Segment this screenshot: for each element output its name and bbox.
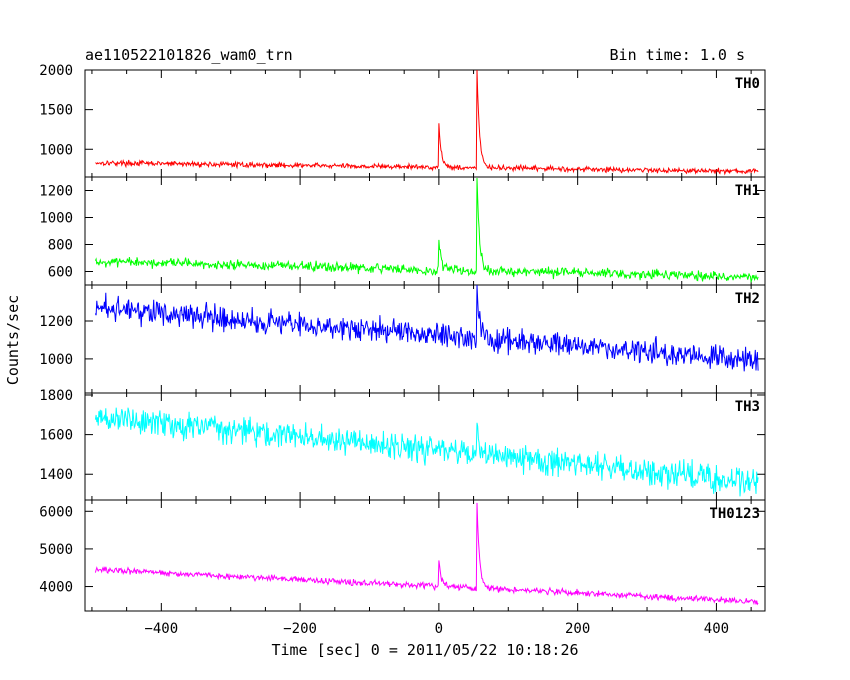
- series-label: TH0: [735, 76, 760, 92]
- panel-frame: [84, 176, 766, 286]
- panel-frame: [84, 499, 766, 612]
- x-tick-label: 200: [565, 621, 590, 637]
- x-axis-label: Time [sec] 0 = 2011/05/22 10:18:26: [271, 641, 578, 659]
- series-line: [94, 407, 759, 497]
- series-label: TH0123: [709, 506, 760, 522]
- y-axis-label: Counts/sec: [4, 295, 22, 385]
- series-label: TH3: [735, 399, 760, 415]
- y-tick-label: 2000: [39, 63, 73, 79]
- y-tick-label: 1200: [39, 184, 73, 200]
- series-line: [94, 502, 759, 606]
- x-tick-label: −200: [283, 621, 317, 637]
- y-tick-label: 6000: [39, 504, 73, 520]
- series-line: [95, 69, 759, 176]
- bin-time-label: Bin time: 1.0 s: [610, 46, 745, 64]
- y-tick-label: 4000: [39, 580, 73, 596]
- y-tick-label: 1500: [39, 103, 73, 119]
- panel-frame: [84, 69, 766, 178]
- panel-th0: 1000 1500 2000 TH0: [39, 63, 766, 178]
- panel-frame: [84, 392, 766, 501]
- panel-th1: 600 800 1000 1200 TH1: [39, 176, 766, 286]
- series-line: [94, 177, 759, 284]
- panel-th0123: 4000 5000 6000 TH0123: [39, 499, 766, 612]
- x-axis: −400 −200 0 200 400: [144, 621, 729, 637]
- x-tick-label: −400: [144, 621, 178, 637]
- y-tick-label: 1000: [39, 211, 73, 227]
- series-line: [94, 284, 759, 372]
- panel-th2: 1000 1200 TH2: [39, 284, 766, 394]
- y-tick-label: 600: [48, 265, 73, 281]
- y-tick-label: 1800: [39, 388, 73, 404]
- y-tick-label: 1600: [39, 428, 73, 444]
- y-tick-label: 1200: [39, 314, 73, 330]
- y-tick-label: 1000: [39, 352, 73, 368]
- y-tick-label: 1000: [39, 142, 73, 158]
- chart-title: ae110522101826_wam0_trn: [85, 46, 293, 64]
- y-tick-label: 1400: [39, 467, 73, 483]
- panel-th3: 1400 1600 1800 TH3: [39, 388, 766, 501]
- panels-group: 1000 1500 2000 TH0 600 800 1000 1200 TH1 1000 1200…: [39, 63, 766, 612]
- x-tick-label: 400: [704, 621, 729, 637]
- y-tick-label: 5000: [39, 542, 73, 558]
- series-label: TH2: [735, 291, 760, 307]
- x-tick-label: 0: [435, 621, 443, 637]
- series-label: TH1: [735, 183, 760, 199]
- y-tick-label: 800: [48, 238, 73, 254]
